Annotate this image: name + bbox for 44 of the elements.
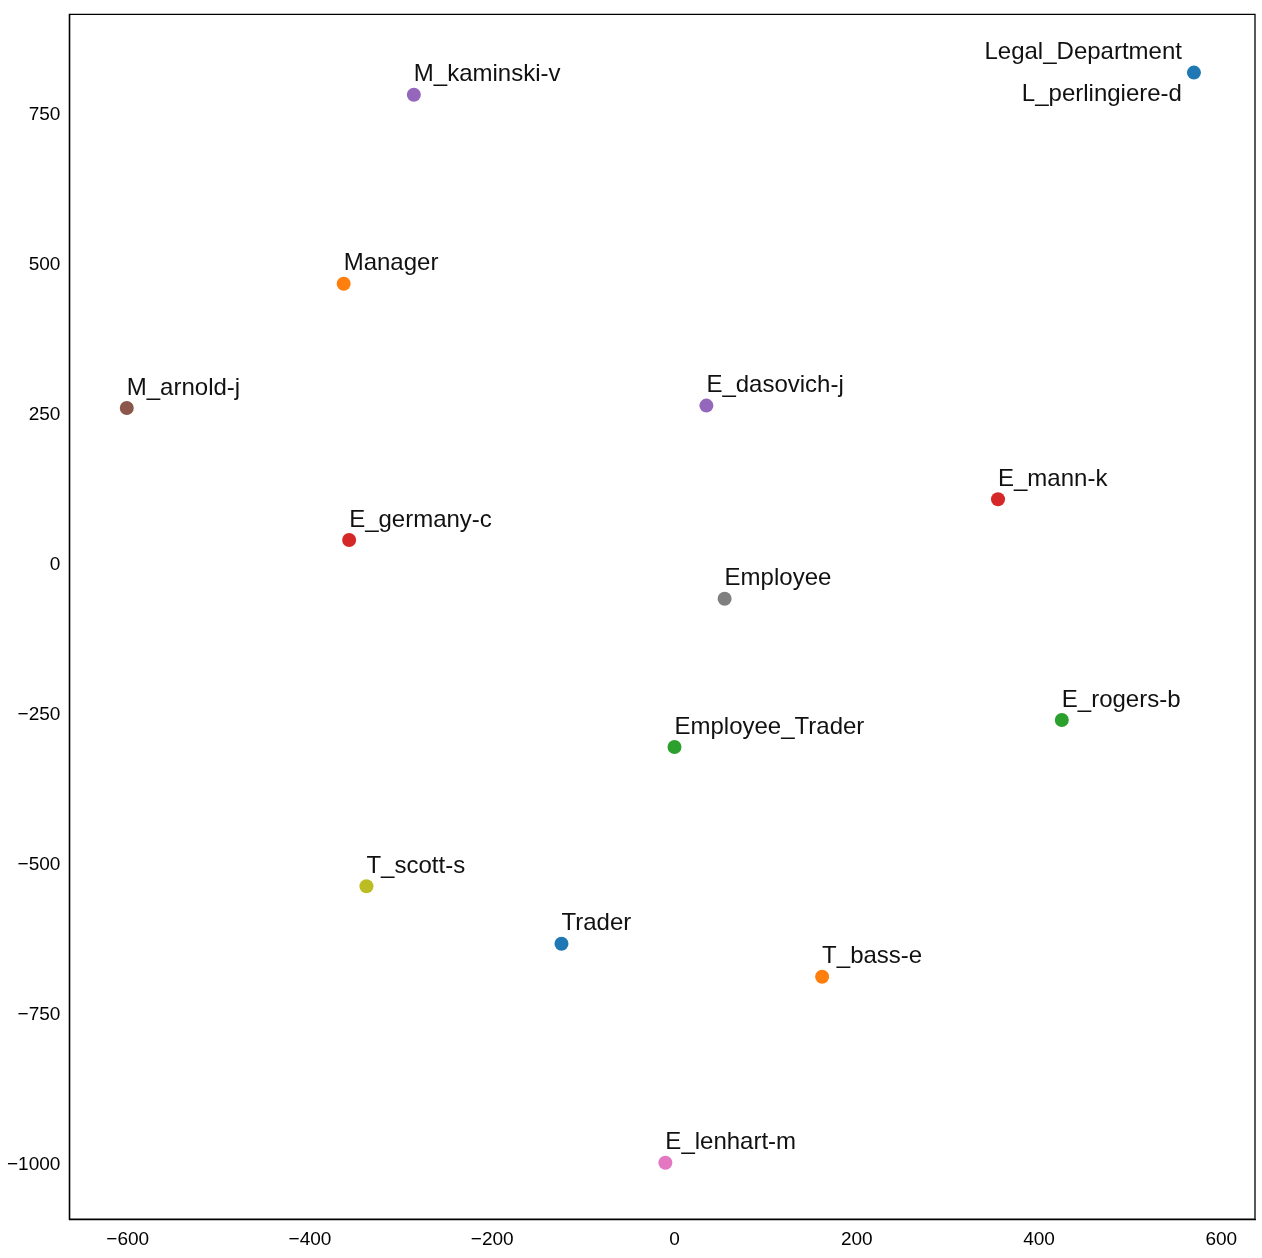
- y-tick-label: 250: [28, 402, 61, 424]
- y-tick-label: −750: [17, 1002, 61, 1024]
- annotation: Legal_Department: [984, 37, 1183, 65]
- annotation: E_mann-k: [998, 463, 1109, 491]
- point: [119, 401, 134, 415]
- x-tick-label: −600: [106, 1227, 150, 1249]
- annotation: T_scott-s: [366, 850, 466, 878]
- y-tick-label: 0: [49, 552, 61, 574]
- annotation: T_bass-e: [822, 941, 923, 969]
- annotation: E_lenhart-m: [665, 1127, 797, 1155]
- annotation: M_kaminski-v: [413, 59, 561, 87]
- point: [1054, 713, 1069, 727]
- y-tick-label: 500: [28, 252, 61, 274]
- point: [406, 87, 421, 102]
- x-tick-label: 400: [1023, 1227, 1055, 1249]
- point: [991, 492, 1006, 507]
- point: [658, 1155, 673, 1170]
- point: [699, 398, 714, 413]
- point: [717, 591, 732, 606]
- y-tick-label: −250: [17, 702, 61, 724]
- point: [815, 969, 830, 984]
- annotation: Trader: [561, 908, 632, 936]
- annotation: E_dasovich-j: [706, 370, 844, 398]
- y-tick-label: −500: [17, 852, 61, 874]
- y-tick-label: −1000: [6, 1152, 61, 1174]
- annotation: Employee: [724, 563, 832, 591]
- y-tick-label: 750: [28, 102, 61, 124]
- x-tick-label: −400: [288, 1227, 332, 1249]
- x-tick-label: 600: [1205, 1227, 1238, 1249]
- point: [342, 533, 357, 547]
- point: [667, 740, 682, 754]
- point: [336, 276, 351, 291]
- point: [1186, 65, 1201, 80]
- point: [359, 879, 374, 894]
- annotation: E_germany-c: [349, 504, 492, 532]
- x-tick-label: 200: [840, 1227, 873, 1249]
- x-tick-label: 0: [669, 1227, 680, 1249]
- annotation: E_rogers-b: [1061, 684, 1181, 712]
- point: [554, 936, 569, 951]
- annotation: M_arnold-j: [126, 372, 241, 400]
- annotation: L_perlingiere-d: [1021, 79, 1182, 107]
- x-tick-label: −200: [470, 1227, 514, 1249]
- annotation: Employee_Trader: [674, 711, 865, 739]
- annotation: Manager: [343, 248, 439, 276]
